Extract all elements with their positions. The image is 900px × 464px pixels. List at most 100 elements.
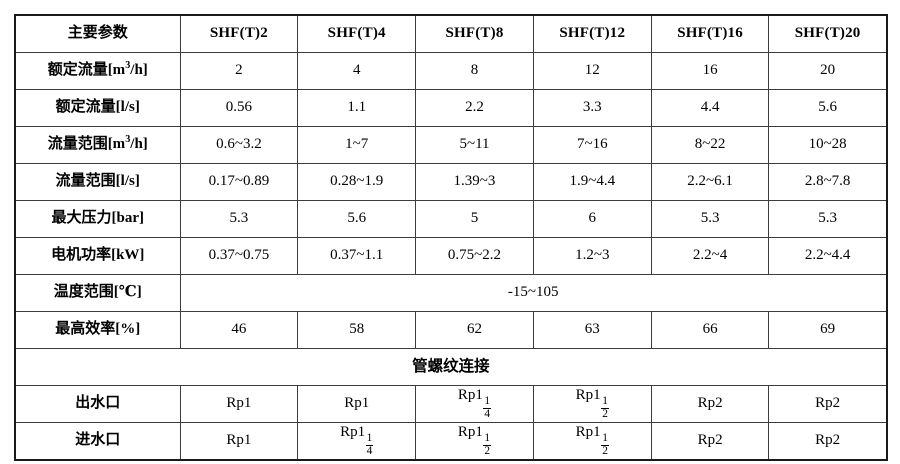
cell-max-pressure-4: 5.3 (650, 200, 770, 238)
thread-size-base: Rp1 (226, 432, 252, 449)
row-label-rated-flow-ls: 额定流量[l/s] (14, 89, 181, 127)
row-label-water-outlet: 出水口 (14, 385, 181, 423)
cell-flow-range-m3h-5: 10~28 (768, 126, 888, 164)
fraction-numerator: 1 (483, 395, 492, 409)
row-label-water-inlet: 进水口 (14, 422, 181, 461)
cell-flow-range-ls-1: 0.28~1.9 (297, 163, 417, 201)
cell-flow-range-m3h-3: 7~16 (532, 126, 652, 164)
fraction-numerator: 1 (601, 395, 609, 409)
specification-sheet: 主要参数 SHF(T)2 SHF(T)4 SHF(T)8 SHF(T)12 SHF(T)1… (14, 14, 888, 461)
fraction-denominator: 4 (484, 407, 491, 420)
cell-water-outlet-2: Rp1 1 4 (415, 385, 534, 423)
cell-water-outlet-4: Rp2 (650, 385, 770, 423)
cell-flow-range-m3h-2: 5~11 (415, 126, 534, 164)
fraction-denominator: 2 (602, 407, 608, 420)
cell-water-inlet-2: Rp1 1 2 (415, 422, 534, 461)
cell-max-efficiency-1: 58 (297, 311, 417, 349)
cell-flow-range-ls-5: 2.8~7.8 (768, 163, 888, 201)
table-section-row: 管螺纹连接 (14, 348, 888, 386)
table-row-flow-range-m3h: 流量范围[m3/h] 0.6~3.2 1~7 5~11 7~16 8~22 10~28 (14, 126, 888, 164)
cell-flow-range-m3h-1: 1~7 (297, 126, 417, 164)
thread-size-base: Rp1 (344, 395, 370, 412)
table-row-max-efficiency: 最高效率[%] 46 58 62 63 66 69 (14, 311, 888, 349)
cell-motor-power-4: 2.2~4 (650, 237, 770, 275)
column-header-shft8: SHF(T)8 (415, 14, 534, 53)
row-value-temperature-range: -15~105 (179, 274, 888, 312)
cell-flow-range-ls-3: 1.9~4.4 (532, 163, 652, 201)
cell-rated-flow-ls-5: 5.6 (768, 89, 888, 127)
header-param-label: 主要参数 (14, 14, 181, 53)
table-row-rated-flow-m3h: 额定流量[m3/h] 2 4 8 12 16 20 (14, 52, 888, 90)
column-header-shft4: SHF(T)4 (297, 14, 417, 53)
section-header-pipe-thread-connection: 管螺纹连接 (14, 348, 888, 386)
cell-rated-flow-m3h-3: 12 (532, 52, 652, 90)
row-label-motor-power: 电机功率[kW] (14, 237, 181, 275)
cell-max-pressure-0: 5.3 (179, 200, 299, 238)
cell-flow-range-ls-4: 2.2~6.1 (650, 163, 770, 201)
cell-water-outlet-0: Rp1 (179, 385, 299, 423)
table-row-water-inlet: 进水口 Rp1 Rp1 1 4 Rp1 1 2 Rp1 1 2 Rp2 Rp2 (14, 422, 888, 461)
thread-size-base: Rp2 (815, 395, 841, 412)
column-header-shft2: SHF(T)2 (179, 14, 299, 53)
fraction-numerator: 1 (483, 432, 492, 446)
thread-size-base: Rp1 (457, 424, 483, 441)
cell-motor-power-5: 2.2~4.4 (768, 237, 888, 275)
table-row-rated-flow-ls: 额定流量[l/s] 0.56 1.1 2.2 3.3 4.4 5.6 (14, 89, 888, 127)
cell-motor-power-3: 1.2~3 (532, 237, 652, 275)
cell-flow-range-ls-0: 0.17~0.89 (179, 163, 299, 201)
row-label-rated-flow-m3h: 额定流量[m3/h] (14, 52, 181, 90)
row-label-max-efficiency: 最高效率[%] (14, 311, 181, 349)
row-label-flow-range-ls: 流量范围[l/s] (14, 163, 181, 201)
cell-water-inlet-5: Rp2 (768, 422, 888, 461)
cell-flow-range-ls-2: 1.39~3 (415, 163, 534, 201)
cell-flow-range-m3h-0: 0.6~3.2 (179, 126, 299, 164)
cell-rated-flow-ls-0: 0.56 (179, 89, 299, 127)
cell-max-pressure-1: 5.6 (297, 200, 417, 238)
cell-motor-power-0: 0.37~0.75 (179, 237, 299, 275)
cell-rated-flow-m3h-4: 16 (650, 52, 770, 90)
thread-size-base: Rp1 (575, 424, 601, 441)
cell-max-efficiency-5: 69 (768, 311, 888, 349)
pump-specification-table: 主要参数 SHF(T)2 SHF(T)4 SHF(T)8 SHF(T)12 SHF(T)1… (14, 14, 888, 461)
cell-rated-flow-m3h-5: 20 (768, 52, 888, 90)
cell-water-outlet-5: Rp2 (768, 385, 888, 423)
cell-max-pressure-2: 5 (415, 200, 534, 238)
cell-max-efficiency-4: 66 (650, 311, 770, 349)
column-header-shft16: SHF(T)16 (650, 14, 770, 53)
cell-water-inlet-0: Rp1 (179, 422, 299, 461)
cell-rated-flow-ls-2: 2.2 (415, 89, 534, 127)
table-row-temperature-range: 温度范围[℃] -15~105 (14, 274, 888, 312)
cell-water-inlet-3: Rp1 1 2 (532, 422, 652, 461)
table-row-flow-range-ls: 流量范围[l/s] 0.17~0.89 0.28~1.9 1.39~3 1.9~4.4 2… (14, 163, 888, 201)
thread-size-base: Rp2 (697, 432, 723, 449)
row-label-max-pressure: 最大压力[bar] (14, 200, 181, 238)
column-header-shft12: SHF(T)12 (532, 14, 652, 53)
table-row-max-pressure: 最大压力[bar] 5.3 5.6 5 6 5.3 5.3 (14, 200, 888, 238)
cell-rated-flow-ls-3: 3.3 (532, 89, 652, 127)
cell-max-pressure-3: 6 (532, 200, 652, 238)
row-label-temperature-range: 温度范围[℃] (14, 274, 181, 312)
cell-max-efficiency-0: 46 (179, 311, 299, 349)
cell-motor-power-2: 0.75~2.2 (415, 237, 534, 275)
cell-water-outlet-3: Rp1 1 2 (532, 385, 652, 423)
cell-water-inlet-1: Rp1 1 4 (297, 422, 417, 461)
column-header-shft20: SHF(T)20 (768, 14, 888, 53)
fraction-numerator: 1 (365, 432, 374, 446)
cell-rated-flow-ls-4: 4.4 (650, 89, 770, 127)
cell-flow-range-m3h-4: 8~22 (650, 126, 770, 164)
thread-size-base: Rp1 (340, 424, 366, 441)
fraction-denominator: 2 (602, 444, 608, 457)
row-label-flow-range-m3h: 流量范围[m3/h] (14, 126, 181, 164)
cell-max-efficiency-3: 63 (532, 311, 652, 349)
cell-max-pressure-5: 5.3 (768, 200, 888, 238)
thread-size-base: Rp1 (457, 387, 483, 404)
thread-size-base: Rp2 (815, 432, 841, 449)
cell-rated-flow-ls-1: 1.1 (297, 89, 417, 127)
fraction-denominator: 4 (366, 444, 373, 457)
thread-size-base: Rp1 (575, 387, 601, 404)
cell-water-outlet-1: Rp1 (297, 385, 417, 423)
cell-rated-flow-m3h-1: 4 (297, 52, 417, 90)
